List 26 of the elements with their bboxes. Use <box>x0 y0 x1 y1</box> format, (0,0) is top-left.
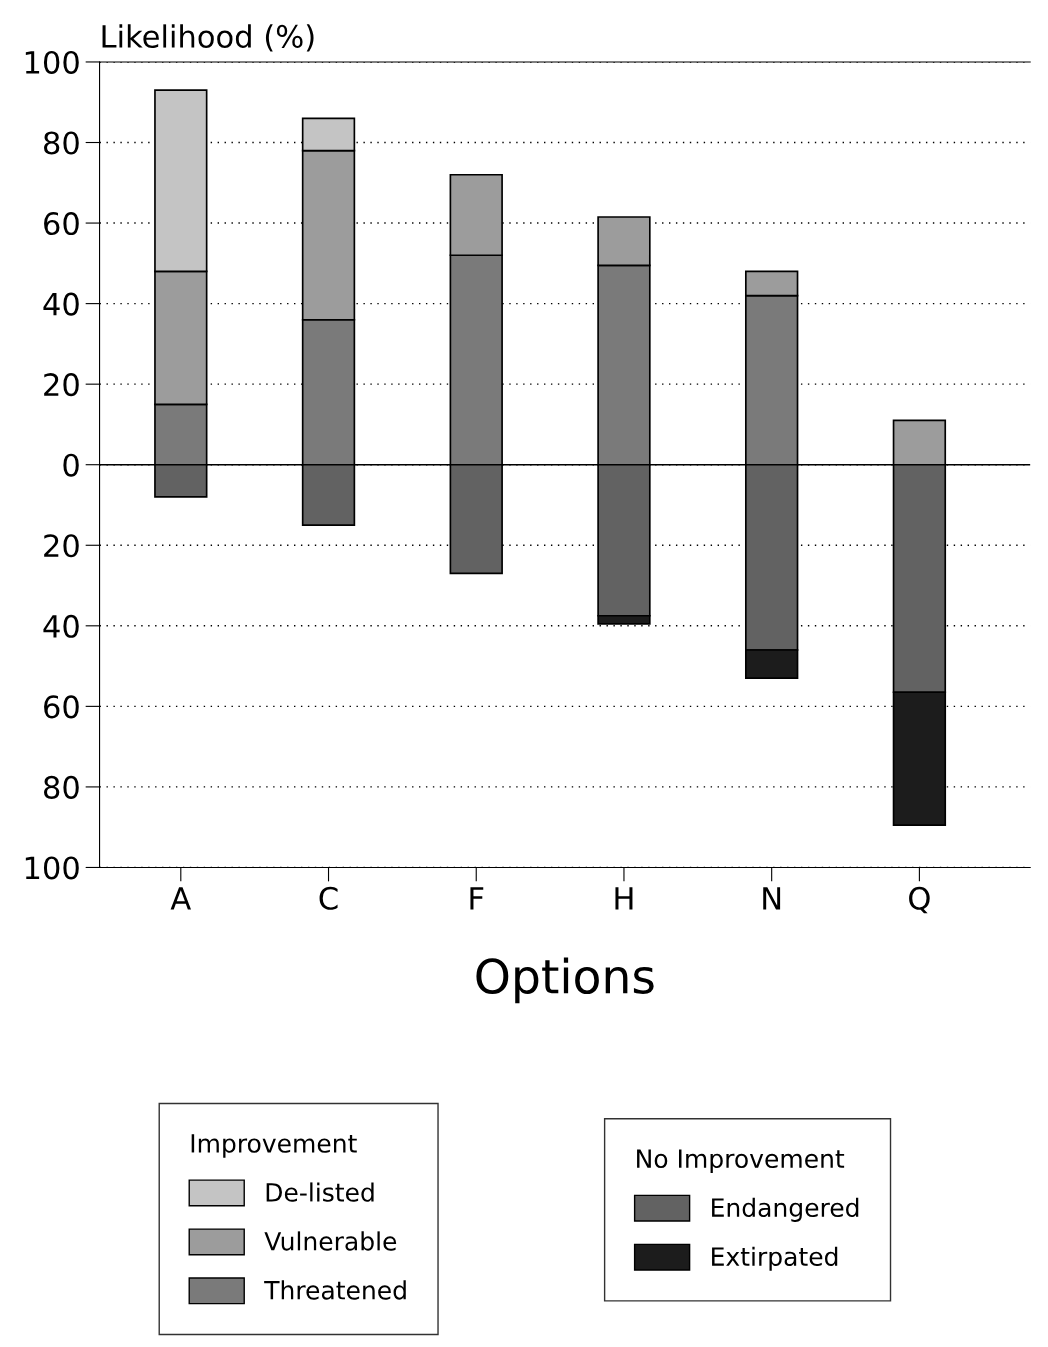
text: No Improvement <box>637 1149 845 1173</box>
y-tick-label: 0 <box>63 453 79 477</box>
y-tick-label: 20 <box>44 534 79 558</box>
y-tick-label: 80 <box>44 775 79 799</box>
x-tick-label: F <box>470 887 484 910</box>
y-tick-label: 60 <box>44 211 79 236</box>
y-axis-title: Likelihood (%) <box>102 24 314 52</box>
y-tick-label: 60 <box>44 695 79 719</box>
y-tick-label: 40 <box>43 292 79 316</box>
x-tick-label: A <box>170 887 191 910</box>
legend-label: Vulnerable <box>264 1231 397 1251</box>
y-tick-label: 100 <box>25 50 79 75</box>
legend-label: Extirpated <box>712 1246 838 1271</box>
x-axis-title: Options <box>476 957 654 1004</box>
x-tick-label: H <box>615 887 633 910</box>
legend-label: De-listed <box>266 1182 374 1202</box>
y-tick-label: 100 <box>25 856 79 880</box>
y-tick-label: 80 <box>44 131 79 155</box>
text: Improvement <box>191 1134 357 1158</box>
x-tick-label: N <box>763 887 781 910</box>
legend-label: Threatened <box>264 1280 406 1300</box>
y-tick-label: 20 <box>44 373 79 397</box>
legend-label: Endangered <box>712 1197 859 1222</box>
x-tick-label: Q <box>909 886 930 914</box>
x-tick-label: C <box>319 886 338 910</box>
y-tick-label: 40 <box>43 614 79 638</box>
